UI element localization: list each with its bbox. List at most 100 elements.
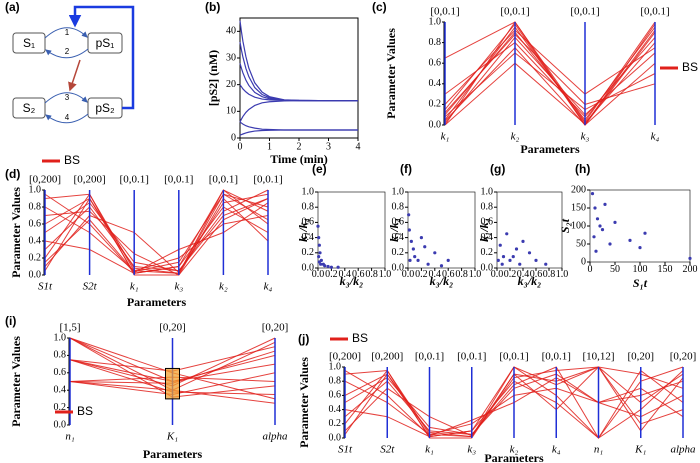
parallel-line: [44, 193, 269, 273]
x-tick-label: S2t: [380, 444, 395, 456]
parallel-line: [444, 23, 656, 126]
axis-range-label: [0,200]: [74, 174, 106, 186]
axis-range-label: [0,0.1]: [253, 174, 282, 186]
point: [336, 265, 340, 269]
point: [590, 192, 595, 196]
panel-label: (b): [205, 0, 220, 14]
y-tick-label: 0.2: [392, 247, 405, 258]
node-label: pS₁: [96, 36, 115, 50]
y-tick-label: 0.4: [329, 404, 342, 415]
parallel-line: [44, 193, 269, 274]
node-box: [12, 32, 46, 54]
point: [317, 236, 321, 240]
y-tick-label: 0.8: [54, 350, 67, 361]
point: [511, 255, 515, 259]
x-tick-label: 0.6: [530, 269, 543, 280]
x-tick-label: 0.4: [517, 269, 530, 280]
point: [594, 249, 598, 253]
arrow: [45, 48, 89, 59]
diagram: (a) S₁ pS₁ S₂ pS₂ 1 2 3 4: [5, 0, 135, 124]
x-tick-label: S2t: [83, 281, 98, 293]
y-axis-label: Parameter Values: [384, 28, 398, 119]
line: [239, 129, 358, 136]
y-tick-label: 0.6: [481, 217, 494, 228]
y-axis-label: Parameter Values: [297, 357, 311, 448]
y-axis-label: k₁/k₄: [387, 218, 401, 242]
point: [329, 265, 333, 269]
y-tick-label: 1.0: [481, 186, 494, 197]
feedback-arrow: [68, 5, 135, 110]
arrow: [68, 59, 81, 92]
x-tick-label: 0.0: [491, 269, 504, 280]
x-tick-label: alpha: [670, 444, 696, 456]
point: [534, 258, 538, 262]
axis-range-label: [0,0.1]: [542, 351, 571, 363]
point: [608, 242, 612, 246]
point: [316, 224, 320, 228]
point: [317, 243, 321, 247]
y-tick-label: 10: [226, 106, 236, 117]
plot-frame: [407, 191, 476, 269]
x-tick-label: k₃: [467, 444, 476, 456]
panel-label: (i): [5, 314, 16, 328]
x-axis-label: Parameters: [143, 447, 203, 461]
y-tick-label: 20: [226, 79, 236, 90]
x-tick-label: k₄: [264, 281, 273, 293]
x-axis-label: S₁t: [633, 276, 648, 290]
line: [239, 41, 358, 102]
x-tick-label: 0: [588, 264, 593, 275]
axis-range-label: [10,12]: [582, 351, 614, 363]
legend-label: BS: [77, 404, 93, 418]
point: [518, 262, 522, 266]
x-axis-label: Parameters: [520, 142, 580, 156]
y-tick-label: 0: [231, 132, 236, 143]
y-tick-label: 0.6: [302, 217, 315, 228]
point: [423, 245, 427, 249]
point: [592, 235, 596, 239]
point: [593, 206, 597, 210]
y-tick-label: 0.4: [54, 384, 67, 395]
x-tick-label: k₄: [552, 444, 561, 456]
x-tick-label: 150: [658, 264, 673, 275]
x-tick-label: 0.0: [312, 269, 325, 280]
point: [323, 264, 327, 268]
x-tick-label: S1t: [338, 444, 353, 456]
y-tick-label: 1.0: [29, 184, 42, 195]
x-axis-label: k₃/k₂: [430, 274, 454, 288]
x-tick-label: 0.8: [365, 269, 378, 280]
x-tick-label: n₁: [594, 444, 604, 456]
line: [239, 121, 358, 131]
axis-range-label: [0,0.1]: [499, 351, 528, 363]
line: [239, 20, 358, 102]
y-tick-label: 0.0: [329, 432, 342, 443]
x-tick-label: alpha: [262, 431, 288, 443]
line: [239, 63, 358, 102]
x-tick-label: k₃: [581, 131, 590, 143]
y-tick-label: 0.8: [429, 37, 442, 48]
y-axis-label: [pS2] (nM): [206, 50, 220, 106]
plot-frame: [496, 191, 563, 269]
y-tick-label: 0.4: [481, 232, 494, 243]
point: [638, 246, 642, 250]
point: [409, 239, 413, 243]
y-tick-label: 0.4: [29, 235, 42, 246]
parallel-line: [44, 198, 269, 272]
point: [318, 251, 322, 255]
y-tick-label: 0.0: [302, 262, 315, 273]
y-tick-label: 0.0: [392, 262, 405, 273]
x-axis-label: k₃/k₂: [340, 274, 364, 288]
node-box: [87, 32, 123, 54]
x-tick-label: k₂: [511, 131, 520, 143]
x-tick-label: 2: [297, 141, 302, 152]
node-label: S₁: [23, 36, 35, 50]
x-axis-label: Parameters: [127, 295, 187, 309]
x-tick-label: 100: [633, 264, 648, 275]
arrow: [44, 92, 88, 104]
panel-label: (f): [400, 162, 412, 176]
legend-label: BS: [352, 331, 368, 345]
axis-range-label: [0,0.1]: [570, 6, 599, 18]
point: [408, 258, 412, 262]
axis-range-label: [0,200]: [329, 351, 361, 363]
y-tick-label: 0.2: [29, 252, 42, 263]
node-label: S₂: [23, 101, 36, 115]
